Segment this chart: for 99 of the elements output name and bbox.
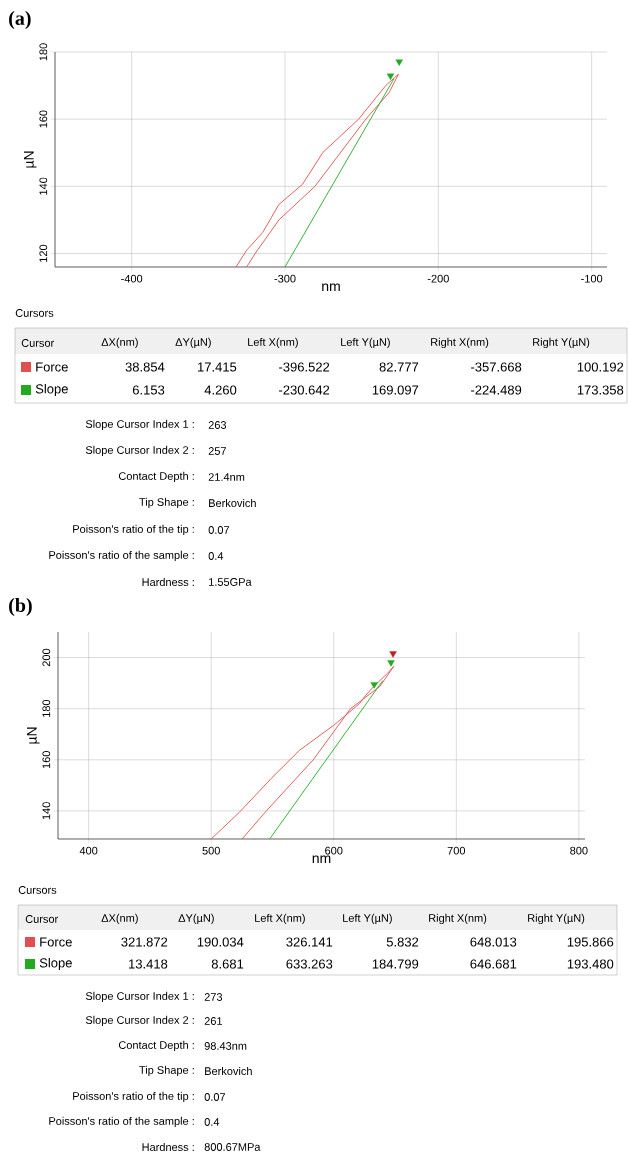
text: 21.4nm [208, 473, 245, 481]
text: Cursors [18, 886, 57, 894]
text: 17.415 [198, 362, 237, 372]
text: 98.43nm [204, 1042, 247, 1050]
line-series [235, 73, 399, 268]
x-tick-label: 400 [79, 846, 98, 855]
y-axis-title: µN [27, 727, 40, 744]
x-tick-label: -100 [581, 274, 603, 283]
text: Cursor [25, 915, 59, 923]
x-tick-label: 700 [447, 846, 466, 855]
text: Right Y(µN) [528, 913, 585, 925]
y-tick-label: 120 [39, 244, 48, 262]
text: 4.260 [204, 385, 237, 395]
text: 173.358 [577, 385, 624, 395]
text: Right X(nm) [429, 913, 487, 925]
x-tick-label: -200 [427, 274, 449, 283]
text: 195.866 [567, 937, 614, 947]
text: 633.263 [286, 959, 333, 969]
text: 6.153 [132, 385, 165, 395]
legend-label: Force [36, 362, 68, 372]
x-tick-label: -300 [274, 274, 296, 283]
text: Left X(nm) [255, 913, 305, 925]
point [387, 660, 395, 667]
text: Contact Depth : [118, 471, 194, 483]
text: Contact Depth : [118, 1040, 194, 1052]
text: 38.854 [125, 362, 165, 372]
text: 169.097 [372, 385, 419, 395]
x-tick-label: 600 [325, 846, 343, 855]
text: 326.141 [286, 937, 333, 947]
text: -230.642 [279, 385, 330, 395]
text: Poisson's ratio of the sample : [49, 550, 194, 562]
text: Slope Cursor Index 1 : [85, 419, 194, 431]
text: 273 [204, 993, 223, 1001]
legend-label: Force [40, 937, 72, 947]
text: Tip Shape : [139, 1065, 194, 1077]
text: 82.777 [379, 362, 419, 372]
text: 646.681 [470, 959, 517, 969]
text: 800.67MPa [204, 1143, 261, 1151]
x-axis-title: nm [322, 283, 340, 291]
text: ΔY(µN) [175, 337, 211, 349]
text: 193.480 [567, 959, 614, 969]
y-tick-label: 160 [39, 110, 48, 128]
text: Left X(nm) [248, 337, 298, 349]
text: Poisson's ratio of the sample : [49, 1116, 194, 1128]
text: 648.013 [470, 937, 517, 947]
text: Cursor [21, 339, 55, 347]
text: Poisson's ratio of the tip : [73, 524, 194, 536]
text: Berkovich [209, 498, 256, 508]
text: Slope Cursor Index 1 : [85, 991, 194, 1003]
text: Berkovich [205, 1066, 252, 1076]
y-tick-label: 180 [39, 43, 48, 61]
text: 257 [208, 447, 226, 455]
y-tick-label: 200 [42, 648, 51, 667]
text: ΔX(nm) [101, 337, 138, 349]
text: Cursors [15, 309, 54, 317]
text: 263 [208, 421, 227, 429]
x-tick-label: 500 [202, 846, 220, 855]
text: Right Y(µN) [533, 337, 590, 349]
text: 8.681 [211, 959, 244, 969]
text: 190.034 [197, 937, 244, 947]
text: Tip Shape : [139, 497, 194, 509]
text: 0.07 [208, 526, 230, 534]
y-tick-label: 140 [39, 177, 48, 195]
text: -224.489 [471, 385, 522, 395]
x-axis-title: nm [312, 855, 331, 863]
point [389, 651, 397, 658]
legend-label: Slope [35, 383, 68, 397]
text: 0.4 [208, 552, 224, 560]
point [370, 682, 378, 689]
text: 5.832 [386, 937, 419, 947]
text: 261 [204, 1017, 223, 1025]
text: Slope Cursor Index 2 : [85, 445, 194, 457]
text: Poisson's ratio of the tip : [73, 1091, 194, 1103]
text: -357.668 [471, 362, 522, 372]
text: ΔX(nm) [101, 913, 138, 925]
legend-label: Slope [39, 957, 72, 971]
y-tick-label: 180 [42, 699, 51, 718]
text: 321.872 [121, 937, 168, 947]
text: 13.418 [129, 959, 168, 969]
text: ΔY(µN) [178, 913, 214, 925]
text: 100.192 [577, 362, 624, 372]
text: 0.4 [204, 1118, 220, 1126]
chart-title: (a) [9, 10, 31, 30]
text: Hardness : [142, 1142, 194, 1152]
text: 1.55GPa [209, 578, 252, 586]
text: -396.522 [279, 362, 330, 372]
text: 184.799 [372, 959, 419, 969]
text: 0.07 [204, 1093, 226, 1101]
text: Slope Cursor Index 2 : [85, 1015, 194, 1027]
text: Right X(nm) [431, 337, 489, 349]
x-tick-label: 800 [570, 846, 588, 855]
text: Hardness : [142, 577, 194, 587]
text: Left Y(µN) [343, 913, 392, 925]
y-tick-label: 140 [42, 802, 51, 820]
y-axis-title: µN [24, 151, 37, 168]
text: Left Y(µN) [341, 337, 390, 349]
y-tick-label: 160 [42, 751, 51, 769]
chart-title: (b) [9, 597, 32, 617]
x-tick-label: -400 [121, 274, 143, 283]
